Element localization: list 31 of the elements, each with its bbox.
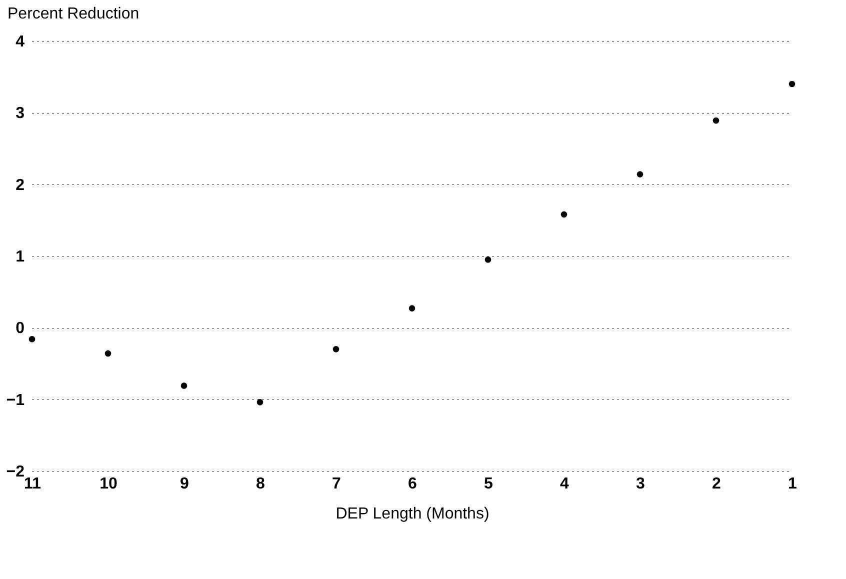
y-tick-label: 1 <box>16 248 25 266</box>
point <box>484 256 492 263</box>
x-tick-label: 5 <box>484 476 494 492</box>
x-axis-title: DEP Length (Months) <box>336 506 490 522</box>
point <box>180 382 188 389</box>
point <box>104 350 112 357</box>
y-axis-title: Percent Reduction <box>8 6 140 22</box>
point <box>28 336 36 342</box>
x-tick-label: 4 <box>560 476 570 492</box>
x-tick-label: 10 <box>100 476 118 492</box>
x-tick-label: 7 <box>332 476 342 492</box>
point <box>636 171 644 178</box>
x-tick-label: 6 <box>408 476 418 492</box>
point <box>332 346 340 352</box>
x-tick-label: 11 <box>24 476 42 492</box>
x-tick-label: 8 <box>256 476 266 492</box>
y-tick-label: 2 <box>16 176 25 194</box>
y-tick-label: 0 <box>16 320 25 338</box>
x-tick-label: 2 <box>712 476 722 492</box>
x-tick-label: 9 <box>180 476 190 492</box>
y-tick-label: 3 <box>16 105 25 122</box>
point <box>712 117 720 124</box>
y-tick-label: 4 <box>16 34 25 50</box>
x-tick-label: 3 <box>636 476 646 492</box>
point <box>256 399 264 406</box>
y-tick-label: −2 <box>6 464 25 480</box>
point <box>788 80 796 88</box>
point <box>408 305 416 312</box>
y-tick-label: −1 <box>6 392 25 409</box>
x-tick-label: 1 <box>788 476 798 492</box>
point <box>560 211 568 218</box>
